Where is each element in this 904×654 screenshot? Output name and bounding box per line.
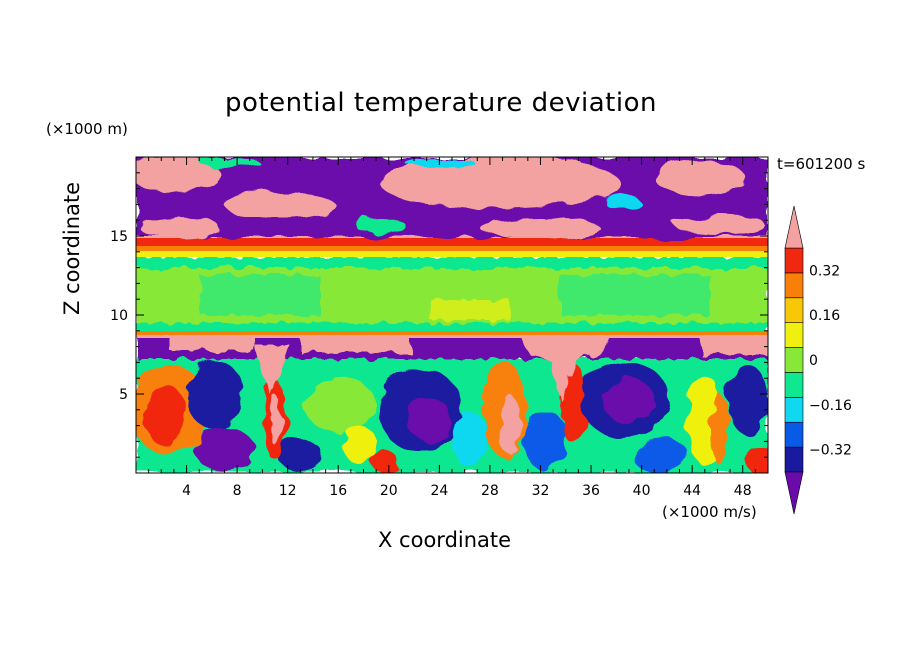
- x-tick-label: 32: [532, 483, 550, 499]
- thin-inversion-strip: [136, 331, 768, 338]
- colorbar-segment: [784, 347, 804, 373]
- y-axis-ticks: 5 10 15: [110, 172, 768, 458]
- colorbar-segment: [784, 322, 804, 348]
- x-tick-label: 24: [430, 483, 448, 499]
- colorbar-segment: [784, 397, 804, 423]
- y-tick-label: 15: [110, 229, 128, 245]
- colorbar-segment: [784, 272, 804, 299]
- contour-field: [136, 157, 768, 473]
- x-tick-label: 40: [633, 483, 651, 499]
- x-tick-label: 12: [279, 483, 297, 499]
- x-tick-label: 36: [582, 483, 600, 499]
- colorbar-extend-low: [784, 471, 804, 515]
- colorbar-segment: [784, 421, 804, 448]
- x-axis-ticks: 4 8 12 16 20 24 28 32 36 40 44 48: [148, 157, 756, 499]
- x-axis-unit: (×1000 m/s): [662, 503, 757, 521]
- chart-title: potential temperature deviation: [225, 88, 657, 118]
- mid-purple-layer: [136, 335, 768, 400]
- colorbar-segment: [784, 297, 804, 323]
- x-tick-label: 4: [182, 483, 191, 499]
- x-tick-label: 28: [481, 483, 499, 499]
- x-tick-label: 20: [380, 483, 398, 499]
- y-tick-label: 10: [110, 308, 128, 324]
- green-middle-layer: [136, 257, 768, 335]
- top-layer: [136, 157, 768, 238]
- x-tick-label: 8: [233, 483, 242, 499]
- x-tick-label: 48: [734, 483, 752, 499]
- colorbar-extend-high: [784, 205, 804, 249]
- colorbar-segment: [784, 247, 804, 274]
- colorbar-label: 0.32: [809, 263, 840, 279]
- colorbar-segment: [784, 372, 804, 398]
- colorbar-label: 0: [809, 353, 818, 369]
- x-axis-label: X coordinate: [378, 528, 512, 552]
- colorbar-label: −0.16: [809, 398, 852, 414]
- colorbar-label: 0.16: [809, 308, 840, 324]
- y-tick-label: 5: [119, 387, 128, 403]
- time-annotation: t=601200 s: [777, 155, 866, 173]
- lower-turbulent-layer: [136, 355, 768, 473]
- colorbar: 0.32 0.16 0 −0.16 −0.32: [784, 205, 852, 515]
- colorbar-segment: [784, 446, 804, 473]
- x-tick-label: 44: [683, 483, 701, 499]
- y-axis-unit: (×1000 m): [46, 120, 128, 138]
- colorbar-label: −0.32: [809, 443, 852, 459]
- x-tick-label: 16: [329, 483, 347, 499]
